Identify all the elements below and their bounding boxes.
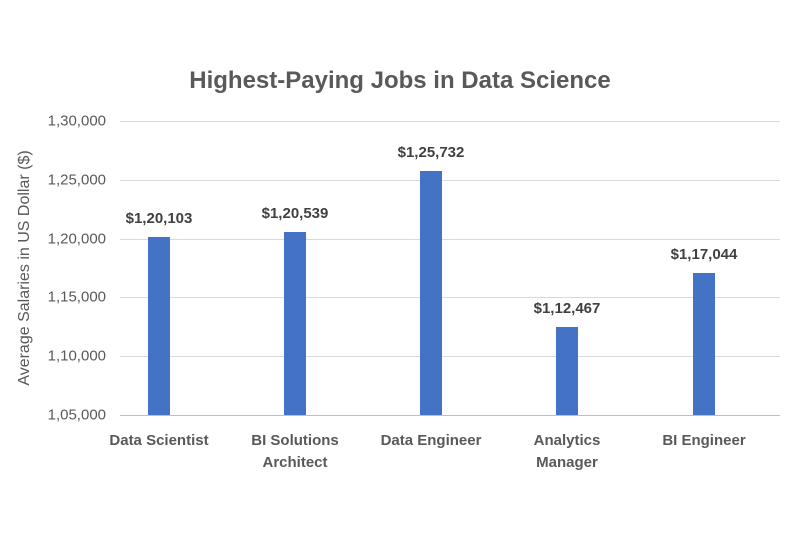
gridline bbox=[120, 239, 780, 240]
y-tick-label: 1,25,000 bbox=[47, 171, 106, 189]
gridline bbox=[120, 297, 780, 298]
y-tick-label: 1,05,000 bbox=[47, 406, 106, 424]
gridline bbox=[120, 180, 780, 181]
x-tick-label: Data Engineer bbox=[380, 432, 482, 449]
y-axis-label: Average Salaries in US Dollar ($) bbox=[16, 150, 33, 386]
x-tick-label: Analytics Manager bbox=[533, 432, 601, 471]
x-axis-line bbox=[120, 415, 780, 416]
y-tick-label: 1,15,000 bbox=[47, 288, 106, 306]
chart-title: Highest-Paying Jobs in Data Science bbox=[189, 67, 611, 94]
bar bbox=[420, 171, 442, 415]
gridline bbox=[120, 121, 780, 122]
y-tick-label: 1,20,000 bbox=[47, 230, 106, 248]
bar bbox=[284, 232, 306, 415]
bar bbox=[556, 327, 578, 415]
y-tick-label: 1,30,000 bbox=[47, 112, 106, 130]
bar bbox=[693, 273, 715, 415]
data-label: $1,12,467 bbox=[533, 300, 601, 318]
bar bbox=[148, 237, 170, 415]
data-label: $1,17,044 bbox=[670, 246, 738, 264]
x-tick-label: BI Engineer bbox=[662, 432, 746, 449]
x-tick-label: Data Scientist bbox=[109, 432, 209, 449]
y-tick-label: 1,10,000 bbox=[47, 347, 106, 365]
gridline bbox=[120, 356, 780, 357]
data-label: $1,20,103 bbox=[125, 210, 193, 228]
data-label: $1,20,539 bbox=[261, 205, 329, 223]
x-tick-label: BI Solutions Architect bbox=[251, 432, 339, 471]
data-label: $1,25,732 bbox=[397, 144, 465, 162]
